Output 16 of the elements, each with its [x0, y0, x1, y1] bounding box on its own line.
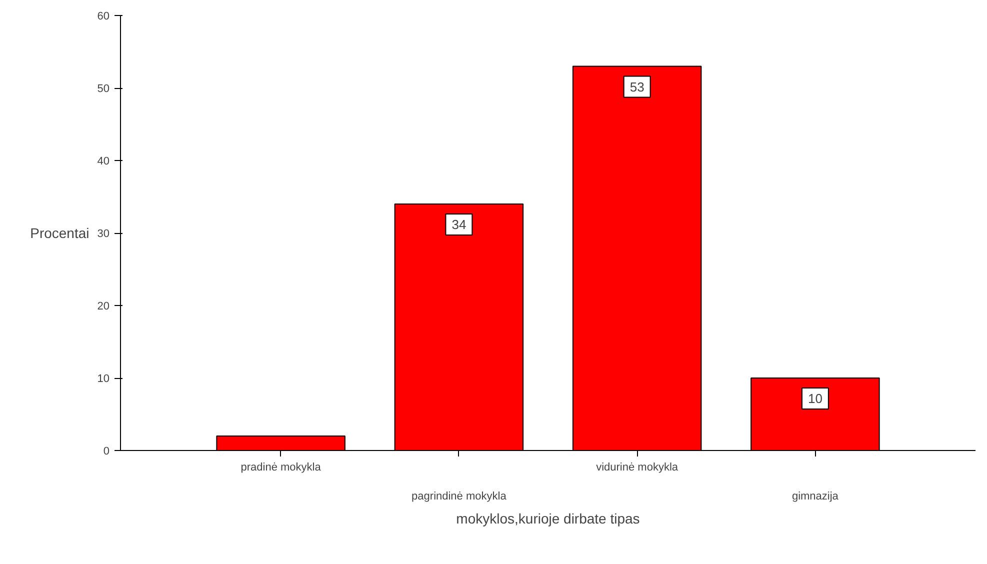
x-tick-label: pradinė mokykla: [240, 462, 322, 474]
data-label: 10: [808, 391, 822, 406]
data-label: 34: [452, 217, 466, 232]
x-tick-label: vidurinė mokykla: [596, 462, 679, 474]
y-tick-label: 30: [97, 228, 110, 240]
x-tick-label: gimnazija: [792, 490, 840, 502]
y-axis-title: Procentai: [30, 225, 90, 241]
x-tick-label: pagrindinė mokykla: [412, 490, 508, 502]
y-tick-label: 0: [103, 446, 110, 458]
y-tick-label: 40: [97, 156, 110, 168]
y-tick-label: 10: [97, 373, 110, 385]
x-axis-title: mokyklos,kurioje dirbate tipas: [456, 510, 640, 526]
y-tick-label: 50: [97, 83, 110, 95]
data-label: 53: [630, 79, 644, 94]
y-tick-label: 60: [97, 10, 110, 22]
y-tick-label: 20: [97, 300, 110, 312]
